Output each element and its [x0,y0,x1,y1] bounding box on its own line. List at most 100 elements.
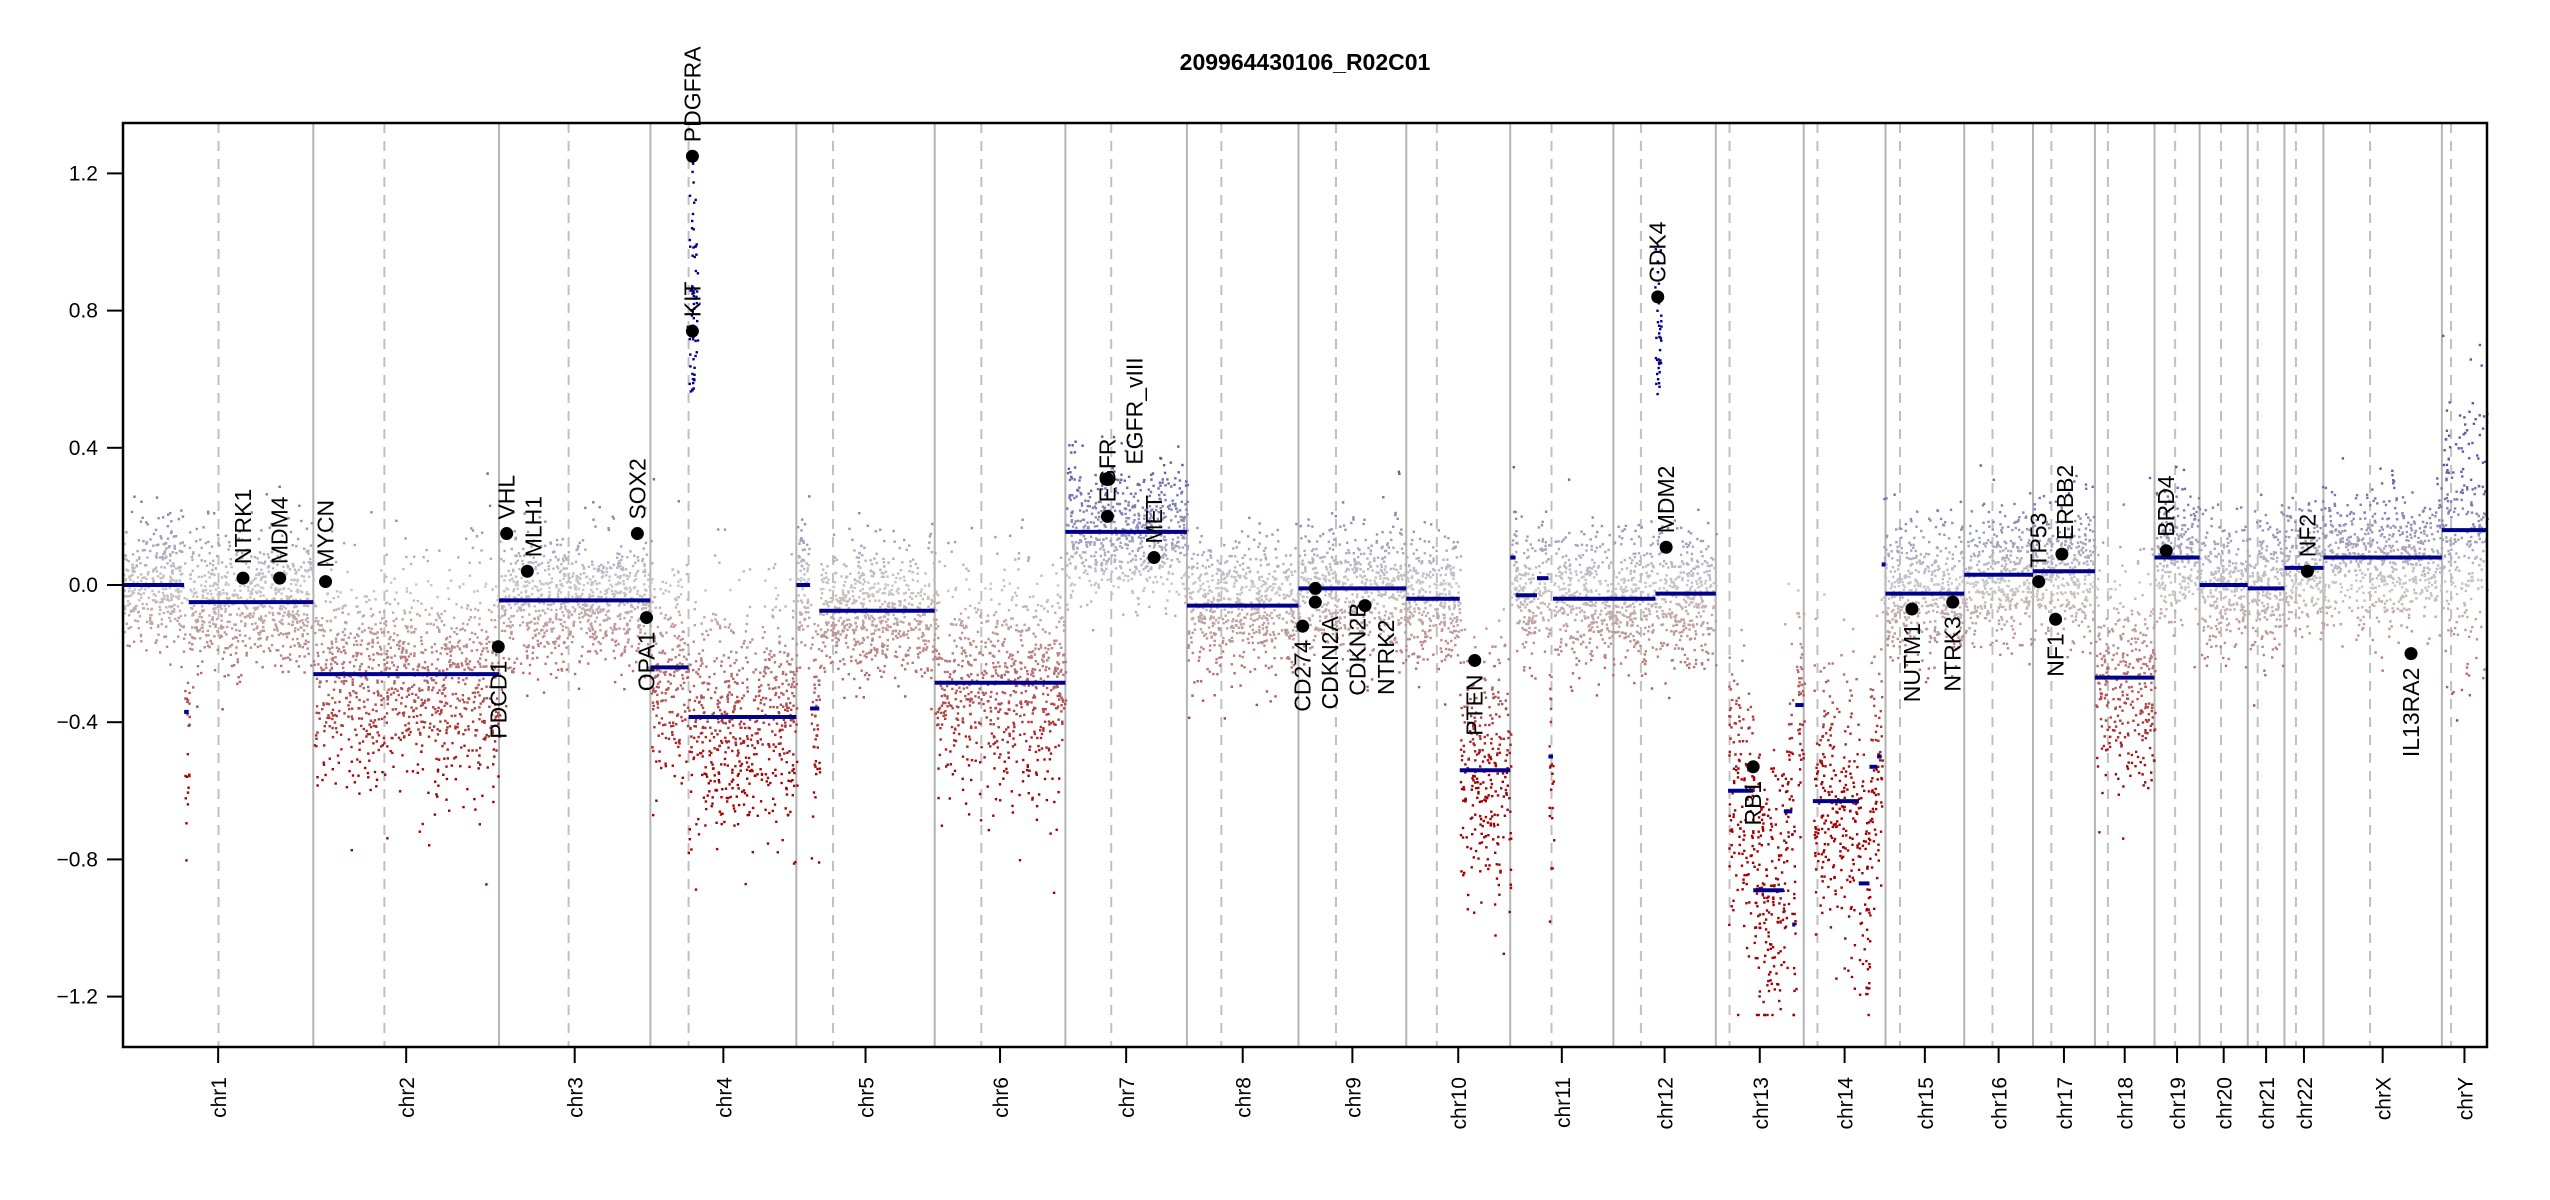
probe-point [881,652,884,655]
probe-point [834,605,837,609]
probe-point [568,610,572,614]
probe-point [407,642,410,645]
probe-point [123,574,126,577]
probe-point [812,745,815,748]
probe-point [471,709,474,712]
probe-point [595,616,599,619]
probe-point [170,530,173,533]
probe-point [883,615,887,618]
probe-point [600,595,604,599]
probe-point [1056,705,1060,708]
probe-point [746,813,749,817]
probe-point [540,594,543,597]
probe-point [970,673,973,676]
probe-point [735,659,738,662]
probe-point [876,666,880,670]
probe-point [1021,644,1024,647]
probe-point [892,622,896,626]
probe-point [786,709,789,712]
probe-point [188,641,191,644]
probe-point [534,609,538,613]
probe-point [563,574,566,577]
probe-point [467,749,470,752]
probe-point [495,653,498,656]
probe-point [446,647,449,650]
probe-point [433,813,437,816]
probe-point [780,758,783,761]
probe-point [891,593,895,596]
probe-point [652,687,655,690]
probe-point [671,711,674,714]
probe-point [140,593,143,596]
probe-point [793,685,796,689]
probe-point [419,733,422,736]
probe-point [193,587,196,591]
probe-points [123,156,2489,1017]
probe-point [510,547,513,551]
probe-point [934,627,938,630]
probe-point [573,584,576,587]
probe-point [493,667,497,670]
probe-point [434,780,437,783]
probe-point [397,647,401,650]
probe-point [438,549,441,552]
probe-point [550,651,553,655]
probe-point [868,594,871,597]
probe-point [1014,659,1017,663]
probe-point [907,636,910,640]
probe-point [175,581,178,584]
probe-point [557,668,560,672]
probe-point [653,726,656,729]
probe-point [707,688,710,691]
probe-point [218,636,222,639]
probe-point [793,771,796,775]
probe-point [813,691,816,694]
probe-point [1003,730,1006,734]
probe-point [491,651,494,655]
probe-point [303,604,306,607]
probe-point [967,569,970,572]
probe-point [481,794,484,797]
probe-point [612,563,616,567]
probe-point [497,605,500,608]
probe-point [169,553,172,557]
probe-point [351,683,354,686]
probe-point [1061,720,1064,723]
probe-point [983,756,986,759]
probe-point [746,614,749,617]
probe-point [771,730,774,733]
probe-point [509,573,512,576]
probe-point [391,708,394,711]
probe-point [391,751,394,755]
probe-point [179,580,182,583]
probe-point [623,648,626,651]
probe-point [171,605,174,608]
probe-point [501,629,504,632]
probe-point [372,724,376,728]
probe-point [220,576,224,579]
probe-point [456,726,459,729]
probe-point [970,526,973,530]
probe-point [287,622,290,626]
probe-point [604,632,607,636]
probe-point [623,603,626,606]
probe-point [683,655,686,658]
probe-point [579,577,582,580]
probe-point [727,686,730,689]
probe-point [959,624,962,627]
probe-point [617,562,620,566]
probe-point [1039,725,1043,729]
probe-point [772,749,775,753]
probe-point [443,704,446,707]
probe-point [723,757,727,761]
probe-point [413,654,416,658]
probe-point [450,649,453,652]
probe-point [636,619,640,622]
probe-point [563,640,566,644]
probe-point [222,626,225,629]
probe-point [1014,558,1017,561]
probe-point [306,624,309,628]
probe-point [762,675,765,678]
probe-point [746,737,749,741]
probe-point [405,590,409,593]
